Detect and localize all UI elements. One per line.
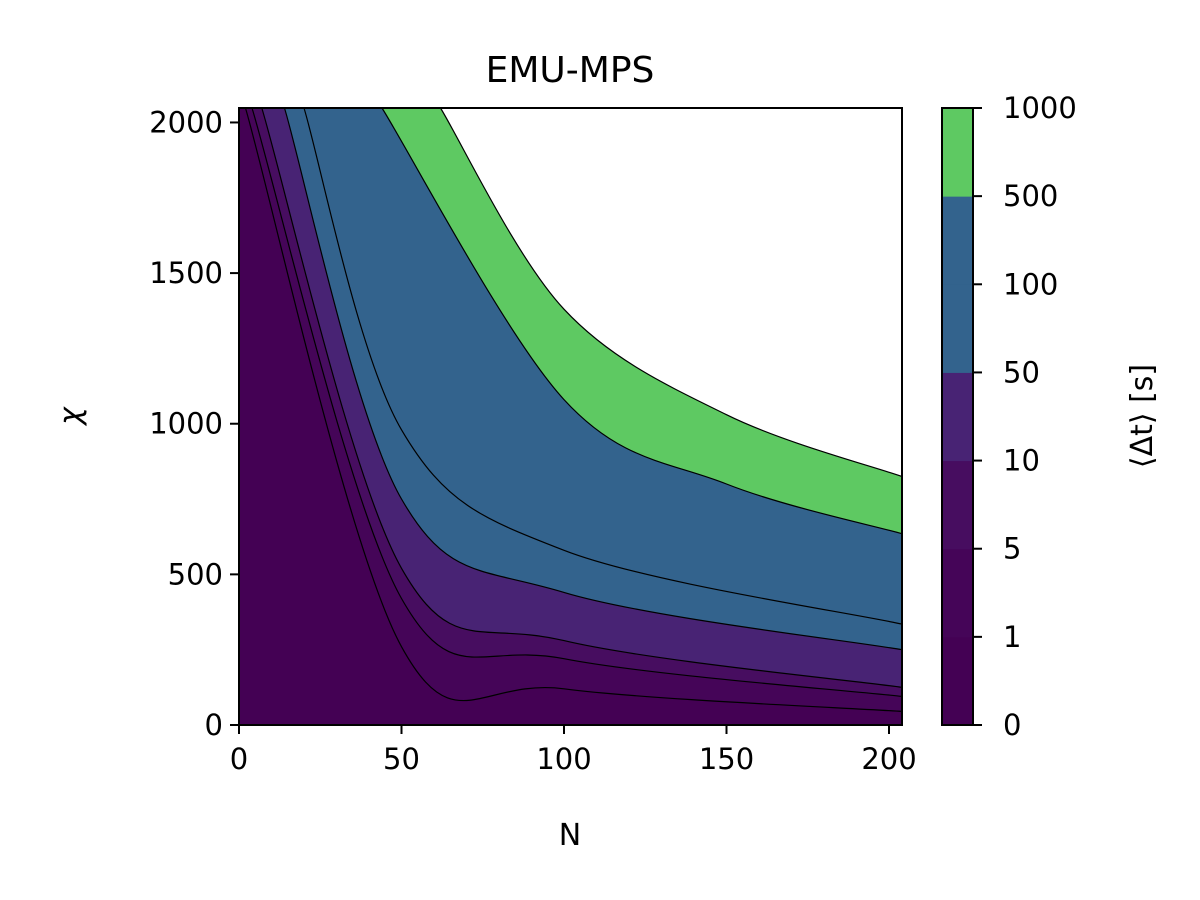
colorbar-frame	[941, 107, 974, 726]
colorbar-band	[942, 548, 973, 638]
colorbar-band	[942, 372, 973, 462]
chart-title: EMU-MPS	[486, 50, 655, 91]
contour-line-50	[283, 107, 903, 651]
x-tick-label: 0	[230, 742, 248, 776]
contour-line-1	[244, 107, 903, 712]
plot-area	[239, 108, 902, 725]
plot-frame	[238, 107, 903, 726]
x-tick-label: 100	[536, 742, 591, 776]
contour-line-500	[381, 107, 903, 535]
contour-line-1000	[439, 107, 903, 478]
colorbar-tick-label: 1	[1003, 620, 1021, 654]
colorbar-label: ⟨Δt⟩ [s]	[1125, 364, 1160, 468]
colorbar-band	[942, 284, 973, 373]
y-axis: 0 500 1000 1500 2000	[149, 105, 239, 742]
colorbar-tick-label: 500	[1003, 179, 1058, 213]
x-tick-label: 50	[383, 742, 420, 776]
region-above-1000	[440, 108, 902, 477]
colorbar-tick-label: 50	[1003, 355, 1040, 389]
colorbar-tick-label: 0	[1003, 708, 1021, 742]
colorbar-band	[942, 108, 973, 197]
contour-line-100	[303, 107, 903, 625]
y-tick-label: 1000	[149, 407, 223, 441]
contour-line-5	[251, 107, 903, 697]
colorbar-tick-label: 5	[1003, 532, 1021, 566]
y-tick-label: 1500	[149, 256, 223, 290]
y-axis-label: χ	[53, 406, 88, 427]
y-tick-label: 500	[168, 557, 223, 591]
colorbar: 0 1 5 10 50 100 500 1000	[941, 91, 1077, 742]
colorbar-band	[942, 460, 973, 550]
colorbar-tick-label: 10	[1003, 444, 1040, 478]
colorbar-band	[942, 196, 973, 285]
colorbar-band	[942, 636, 973, 726]
colorbar-tick-label: 1000	[1003, 91, 1077, 125]
colorbar-tick-label: 100	[1003, 267, 1058, 301]
y-tick-label: 0	[205, 708, 223, 742]
x-tick-label: 200	[861, 742, 916, 776]
y-tick-label: 2000	[149, 105, 223, 139]
x-axis: 0 50 100 150 200	[230, 725, 917, 776]
contour-lines	[244, 107, 903, 712]
x-axis-label: N	[559, 818, 581, 853]
x-tick-label: 150	[699, 742, 754, 776]
contour-line-10	[261, 107, 903, 688]
